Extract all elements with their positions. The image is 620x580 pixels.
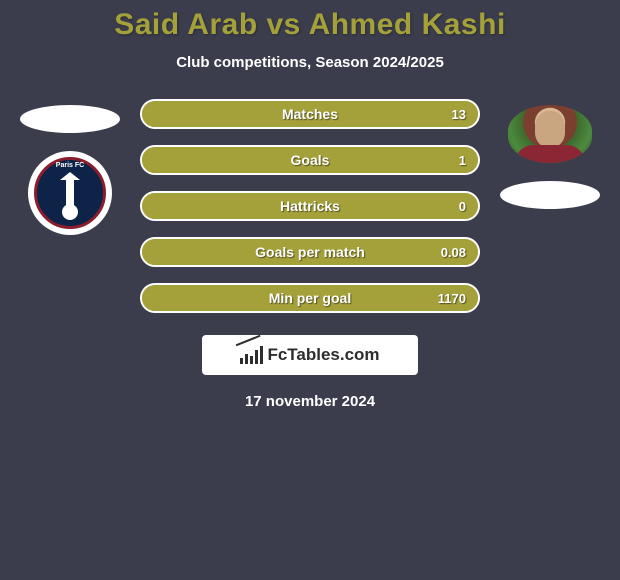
- stat-value-right: 1170: [438, 291, 466, 306]
- stat-value-right: 0.08: [441, 245, 466, 260]
- football-icon: [62, 204, 78, 220]
- right-player-photo: [508, 105, 592, 163]
- stat-bar: Goals 1: [140, 145, 480, 175]
- stat-label: Min per goal: [269, 290, 351, 306]
- left-player-column: Paris FC: [20, 99, 120, 235]
- stat-bar: Hattricks 0: [140, 191, 480, 221]
- stat-label: Goals: [291, 152, 330, 168]
- stat-label: Matches: [282, 106, 338, 122]
- page-title: Said Arab vs Ahmed Kashi: [0, 8, 620, 42]
- stat-bar: Matches 13: [140, 99, 480, 129]
- left-club-logo: Paris FC: [28, 151, 112, 235]
- brand-text: FcTables.com: [267, 345, 379, 365]
- stat-value-right: 13: [452, 107, 466, 122]
- right-club-logo-placeholder: [500, 181, 600, 209]
- stat-value-right: 1: [459, 153, 466, 168]
- stat-value-right: 0: [459, 199, 466, 214]
- brand-badge: FcTables.com: [202, 335, 418, 375]
- club-logo-text: Paris FC: [56, 162, 84, 169]
- stat-label: Hattricks: [280, 198, 340, 214]
- stat-bar: Goals per match 0.08: [140, 237, 480, 267]
- stat-bar: Min per goal 1170: [140, 283, 480, 313]
- stat-bars: Matches 13 Goals 1 Hattricks 0 Goals per match…: [140, 99, 480, 313]
- right-player-column: [500, 99, 600, 209]
- left-player-photo-placeholder: [20, 105, 120, 133]
- date-label: 17 november 2024: [0, 393, 620, 410]
- main-row: Paris FC Matches 13 Goals 1 Hattricks 0 Goals …: [0, 99, 620, 313]
- comparison-card: Said Arab vs Ahmed Kashi Club competitio…: [0, 0, 620, 410]
- subtitle: Club competitions, Season 2024/2025: [0, 54, 620, 71]
- stat-label: Goals per match: [255, 244, 365, 260]
- bar-chart-icon: [240, 346, 263, 364]
